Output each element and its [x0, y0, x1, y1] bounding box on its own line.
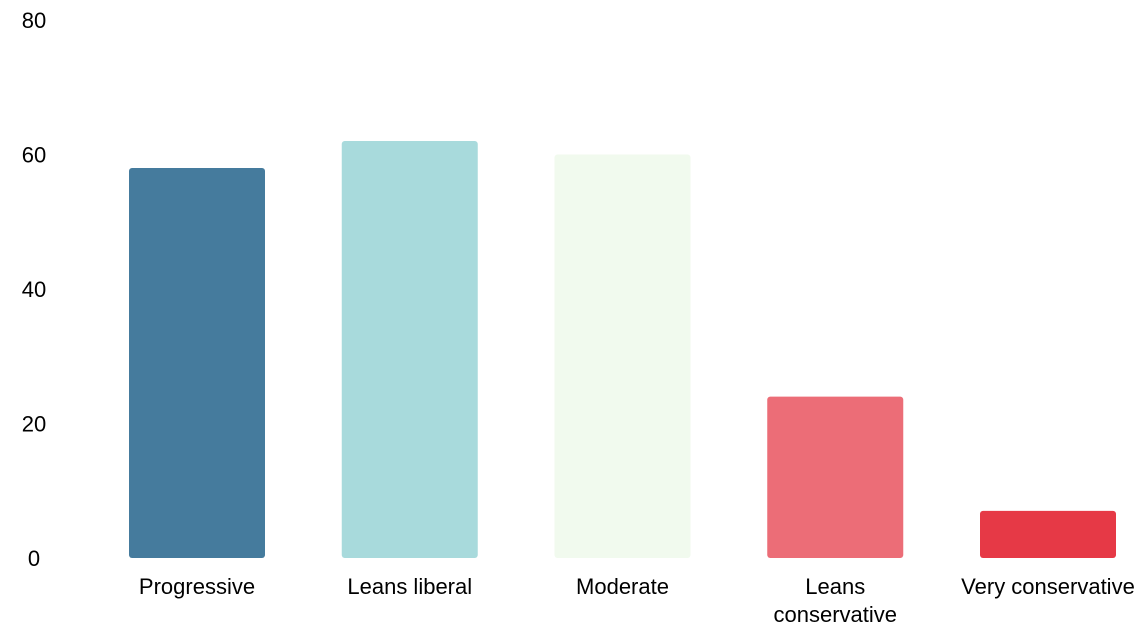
- x-tick-label-line: conservative: [773, 602, 897, 627]
- x-tick-label: Very conservative: [961, 574, 1135, 599]
- x-axis: Progressive Leans liberal Moderate Leans con…: [139, 574, 1135, 627]
- y-tick-label: 0: [28, 546, 40, 571]
- x-tick-label-line: Very conservative: [961, 574, 1135, 599]
- x-tick-label-line: Leans liberal: [347, 574, 472, 599]
- y-tick-label: 20: [22, 412, 46, 437]
- x-tick-label-line: Leans: [805, 574, 865, 599]
- bars: [129, 141, 1116, 559]
- y-tick-label: 60: [22, 143, 46, 168]
- bar: [129, 167, 265, 558]
- bar: [341, 141, 478, 559]
- x-tick-label: Leans conservative: [773, 574, 897, 627]
- x-tick-label: Leans liberal: [347, 574, 472, 599]
- x-tick-label-line: Progressive: [139, 574, 255, 599]
- y-tick-label: 40: [22, 277, 46, 302]
- x-tick-label-line: Moderate: [576, 574, 669, 599]
- y-tick-label: 80: [22, 8, 46, 33]
- bar: [980, 510, 1116, 558]
- bar: [554, 154, 691, 558]
- x-tick-label: Moderate: [576, 574, 669, 599]
- bar: [767, 396, 904, 558]
- y-axis: 0 20 40 60 80: [22, 8, 46, 571]
- x-tick-label: Progressive: [139, 574, 255, 599]
